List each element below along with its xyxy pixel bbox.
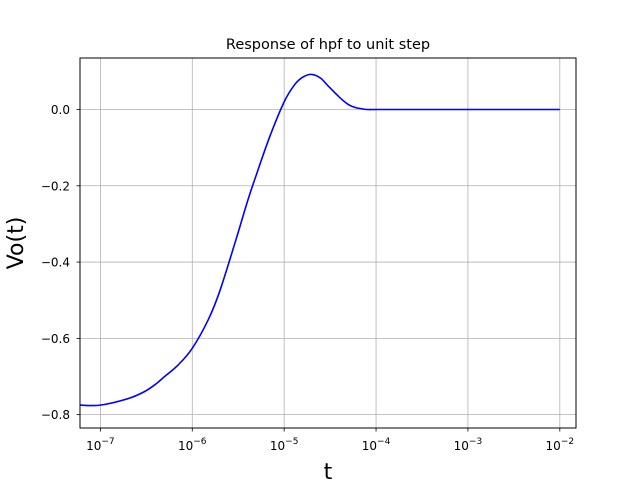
ticks: 10−7 10−6 10−5 10−4 10−3 10−2 −0.8 −0.6 −0.4 −0.2… [41, 103, 574, 453]
series-line [79, 73, 560, 407]
y-tick-label: −0.4 [41, 256, 70, 270]
x-axis-label: t [324, 460, 333, 480]
x-tick-label: 10−6 [178, 437, 207, 453]
x-tick-label: 10−4 [362, 437, 391, 453]
x-tick-label: 10−5 [270, 437, 299, 453]
y-tick-label: −0.6 [41, 332, 70, 346]
x-tick-label: 10−7 [86, 437, 115, 453]
x-tick-label: 10−2 [546, 437, 575, 453]
y-tick-label: −0.2 [41, 179, 70, 193]
chart-title: Response of hpf to unit step [226, 37, 430, 53]
y-tick-label: 0.0 [51, 103, 70, 117]
y-axis-label: Vo(t) [4, 217, 29, 270]
series-layer [79, 73, 560, 407]
y-tick-label: −0.8 [41, 408, 70, 422]
x-tick-label: 10−3 [454, 437, 483, 453]
plot-frame [79, 57, 577, 429]
grid [80, 58, 576, 428]
